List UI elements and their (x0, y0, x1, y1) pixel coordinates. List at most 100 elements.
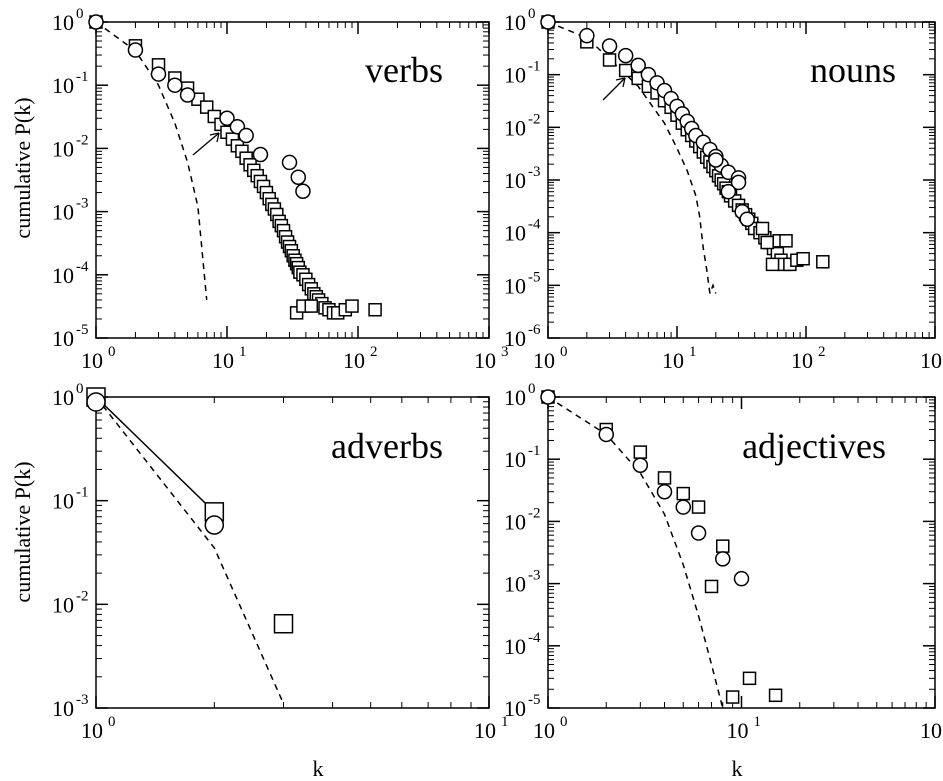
circle-marker (540, 389, 556, 405)
y-tick-label: 10 (504, 168, 526, 193)
circle-marker (632, 457, 649, 473)
plot-frame (95, 396, 490, 709)
x-tick-exponent: 0 (560, 714, 568, 730)
y-tick-exponent: 0 (76, 6, 84, 22)
square-marker (816, 255, 830, 269)
square-marker (765, 257, 780, 272)
square-marker (704, 579, 719, 594)
y-tick-exponent: -1 (528, 443, 541, 459)
square-marker (779, 234, 793, 248)
y-tick-exponent: 0 (528, 6, 536, 22)
y-tick-label: 10 (504, 509, 526, 534)
y-tick-label: 10 (52, 10, 74, 35)
y-tick-exponent: 0 (76, 381, 84, 397)
y-tick-label: 10 (504, 221, 526, 246)
y-tick-exponent: -5 (528, 269, 541, 285)
circle-marker (739, 211, 755, 227)
circle-marker (598, 426, 614, 443)
x-tick-exponent: 3 (501, 344, 509, 360)
circle-marker (238, 127, 254, 144)
x-tick-label: 10 (81, 718, 103, 743)
y-tick-exponent: -3 (528, 164, 541, 180)
x-tick-label: 10 (533, 348, 555, 373)
square-marker (755, 221, 770, 236)
square-marker (304, 299, 319, 313)
circle-marker (127, 42, 144, 58)
circle-marker (290, 169, 307, 185)
y-tick-label: 10 (504, 273, 526, 298)
square-marker (633, 445, 648, 459)
y-tick-exponent: -5 (528, 692, 541, 708)
x-tick-exponent: 2 (818, 344, 826, 360)
x-tick-exponent: 1 (689, 344, 697, 360)
square-marker (760, 235, 774, 250)
square-marker (691, 500, 706, 514)
circle-marker (656, 483, 673, 500)
y-axis-title-bottom: cumulative P(k) (10, 461, 35, 602)
y-tick-label: 10 (504, 385, 526, 410)
plot-frame (95, 21, 490, 339)
y-tick-label: 10 (52, 136, 74, 161)
y-tick-exponent: -1 (528, 59, 541, 75)
x-tick-label: 10 (533, 718, 555, 743)
panel-title-nouns: nouns (810, 50, 896, 90)
x-tick-exponent: 1 (501, 714, 509, 730)
y-tick-label: 10 (504, 447, 526, 472)
x-tick-exponent: 1 (239, 344, 247, 360)
y-tick-label: 10 (504, 634, 526, 659)
y-tick-label: 10 (52, 326, 74, 351)
y-tick-label: 10 (504, 326, 526, 351)
arrow-head (615, 77, 626, 88)
y-tick-exponent: 0 (528, 381, 536, 397)
y-tick-exponent: -4 (528, 630, 541, 646)
y-tick-exponent: -1 (76, 69, 89, 85)
y-tick-exponent: -3 (76, 692, 89, 708)
y-tick-exponent: -2 (76, 132, 89, 148)
x-tick-label: 10 (920, 718, 942, 743)
y-tick-label: 10 (52, 592, 74, 617)
reference-line (95, 396, 285, 705)
y-tick-label: 10 (52, 696, 74, 721)
panel-title-adverbs: adverbs (331, 426, 443, 466)
circle-marker (708, 152, 724, 168)
square-marker (657, 471, 672, 485)
y-axis-title-top: cumulative P(k) (10, 97, 35, 238)
circle-marker (540, 14, 556, 30)
square-marker (715, 539, 730, 553)
series-line (95, 396, 215, 513)
x-tick-label: 10 (474, 718, 496, 743)
y-tick-exponent: -2 (528, 111, 541, 127)
x-tick-exponent: 2 (370, 344, 378, 360)
y-tick-label: 10 (504, 696, 526, 721)
x-tick-label: 10 (343, 348, 365, 373)
y-tick-exponent: -3 (76, 196, 89, 212)
circle-marker (714, 551, 731, 567)
x-tick-label: 10 (791, 348, 813, 373)
panel-nouns: 10010110210310-610-510-410-310-210-1100n… (504, 6, 942, 373)
y-tick-exponent: -4 (528, 217, 541, 233)
circle-marker (219, 110, 235, 126)
panel-title-adjectives: adjectives (742, 426, 886, 466)
circle-marker (167, 77, 183, 93)
circle-marker (630, 57, 646, 74)
panel-adjectives: 10010110210-510-410-310-210-1100adjectiv… (504, 381, 942, 743)
y-tick-label: 10 (504, 572, 526, 597)
y-tick-exponent: -2 (528, 505, 541, 521)
x-tick-exponent: 1 (754, 714, 762, 730)
y-tick-label: 10 (52, 489, 74, 514)
square-marker (768, 688, 783, 703)
square-marker (368, 302, 382, 317)
circle-marker (690, 525, 707, 541)
x-tick-label: 10 (920, 348, 942, 373)
square-marker (273, 613, 294, 634)
square-marker (676, 486, 691, 501)
y-tick-label: 10 (504, 63, 526, 88)
x-tick-exponent: 0 (108, 714, 116, 730)
y-tick-exponent: -4 (76, 259, 89, 275)
y-tick-label: 10 (52, 385, 74, 410)
y-tick-label: 10 (52, 263, 74, 288)
circle-marker (730, 174, 747, 191)
square-marker (796, 251, 810, 266)
